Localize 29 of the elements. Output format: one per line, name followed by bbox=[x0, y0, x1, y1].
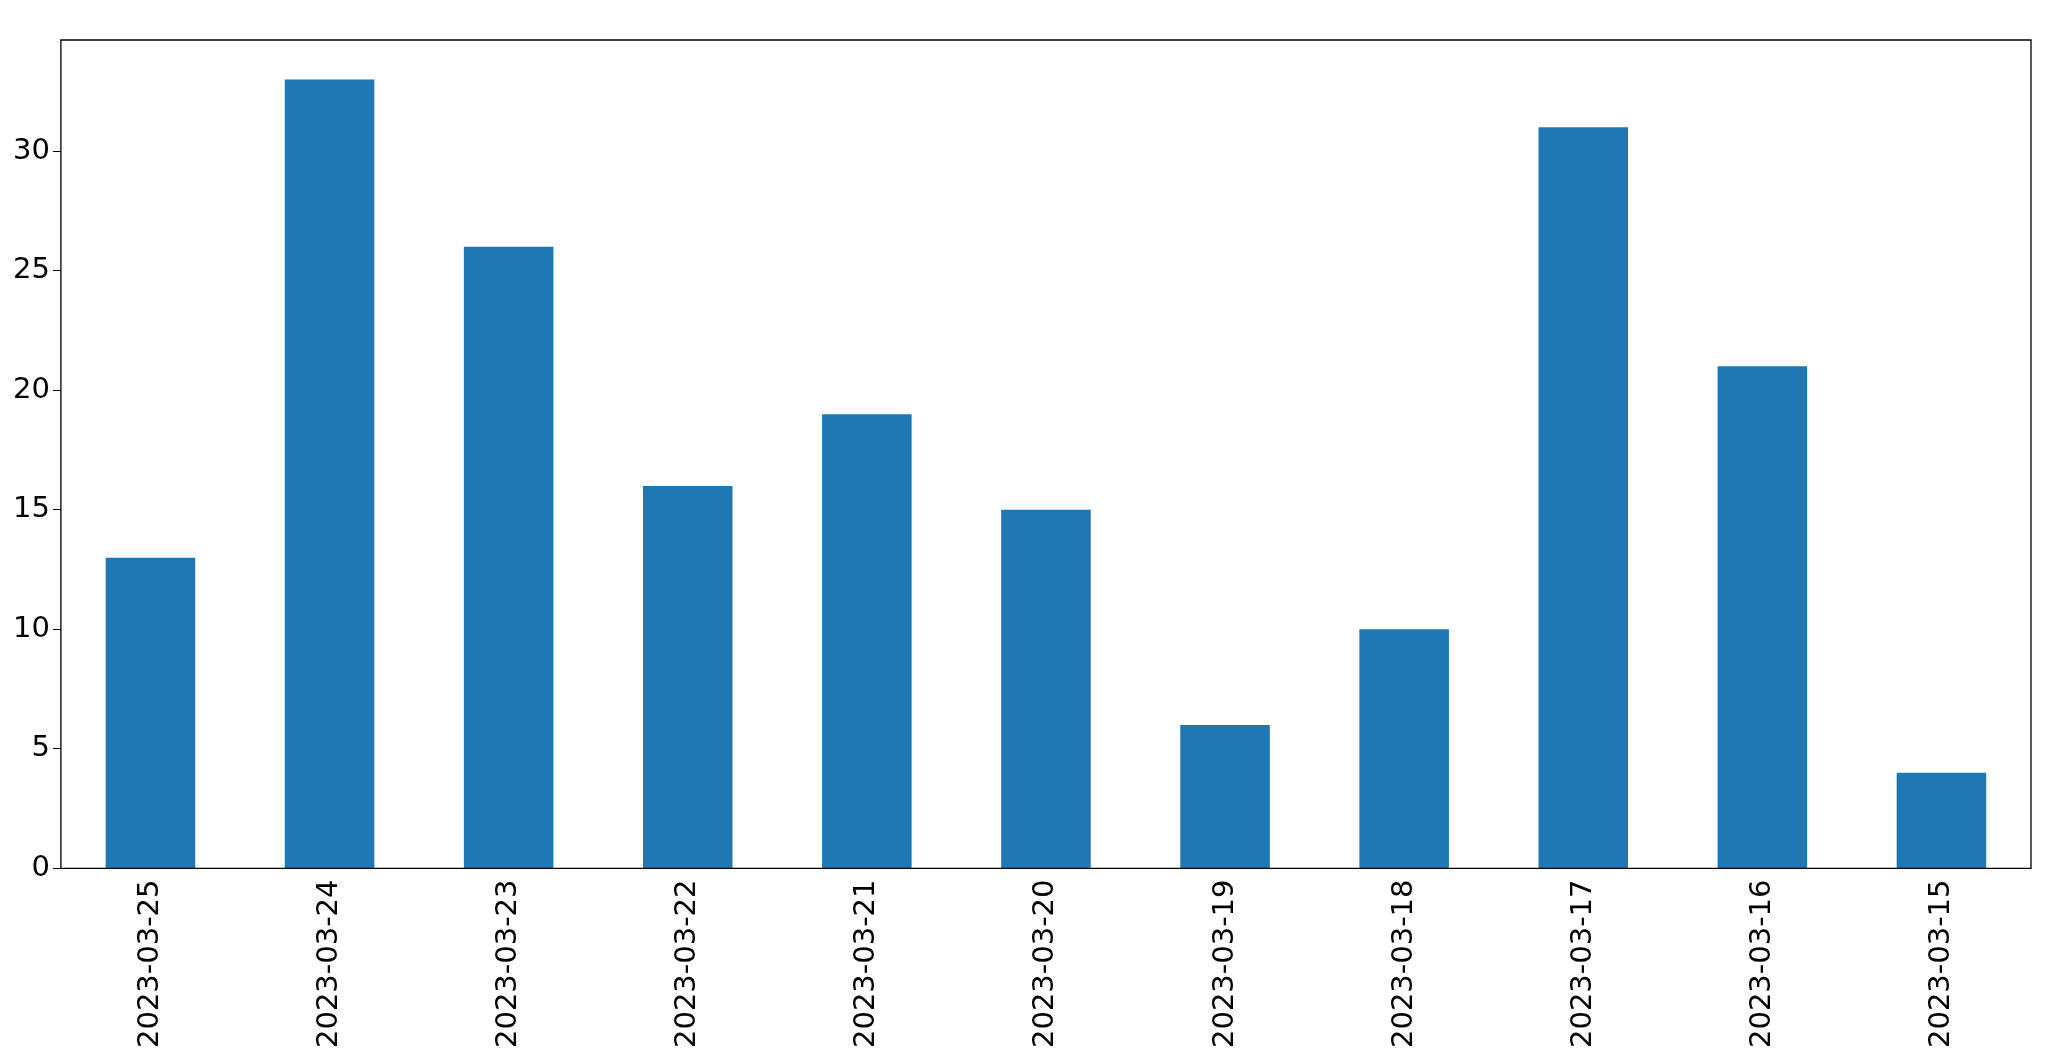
bar bbox=[463, 246, 554, 868]
x-tick-label: 2023-03-20 bbox=[1026, 879, 1061, 1049]
bar bbox=[105, 557, 196, 868]
x-tick-label: 2023-03-19 bbox=[1205, 879, 1240, 1049]
x-tick-label: 2023-03-23 bbox=[489, 879, 524, 1049]
y-tick-label: 5 bbox=[31, 729, 50, 764]
y-tick-label: 10 bbox=[13, 609, 50, 644]
bar bbox=[1180, 725, 1270, 868]
x-tick-label: 2023-03-21 bbox=[847, 879, 882, 1049]
x-tick-label: 2023-03-15 bbox=[1921, 879, 1956, 1049]
bar bbox=[1717, 366, 1808, 868]
x-tick-label: 2023-03-18 bbox=[1384, 879, 1419, 1049]
y-tick-label: 0 bbox=[31, 849, 50, 883]
y-tick-label: 15 bbox=[13, 490, 50, 525]
bar bbox=[1001, 509, 1091, 868]
x-tick-label: 2023-03-24 bbox=[310, 879, 345, 1049]
bar bbox=[1538, 127, 1629, 868]
x-tick-label: 2023-03-16 bbox=[1742, 879, 1777, 1049]
y-tick-label: 30 bbox=[13, 131, 50, 166]
bar bbox=[1896, 772, 1987, 868]
x-tick-label: 2023-03-22 bbox=[668, 879, 703, 1049]
x-tick-label: 2023-03-25 bbox=[130, 879, 165, 1049]
y-tick-label: 25 bbox=[13, 251, 50, 286]
x-tick-label: 2023-03-17 bbox=[1563, 879, 1598, 1049]
bar bbox=[822, 414, 912, 868]
bar bbox=[284, 79, 375, 868]
bar bbox=[642, 485, 733, 868]
bar bbox=[1359, 629, 1449, 868]
y-tick-label: 20 bbox=[13, 370, 50, 405]
